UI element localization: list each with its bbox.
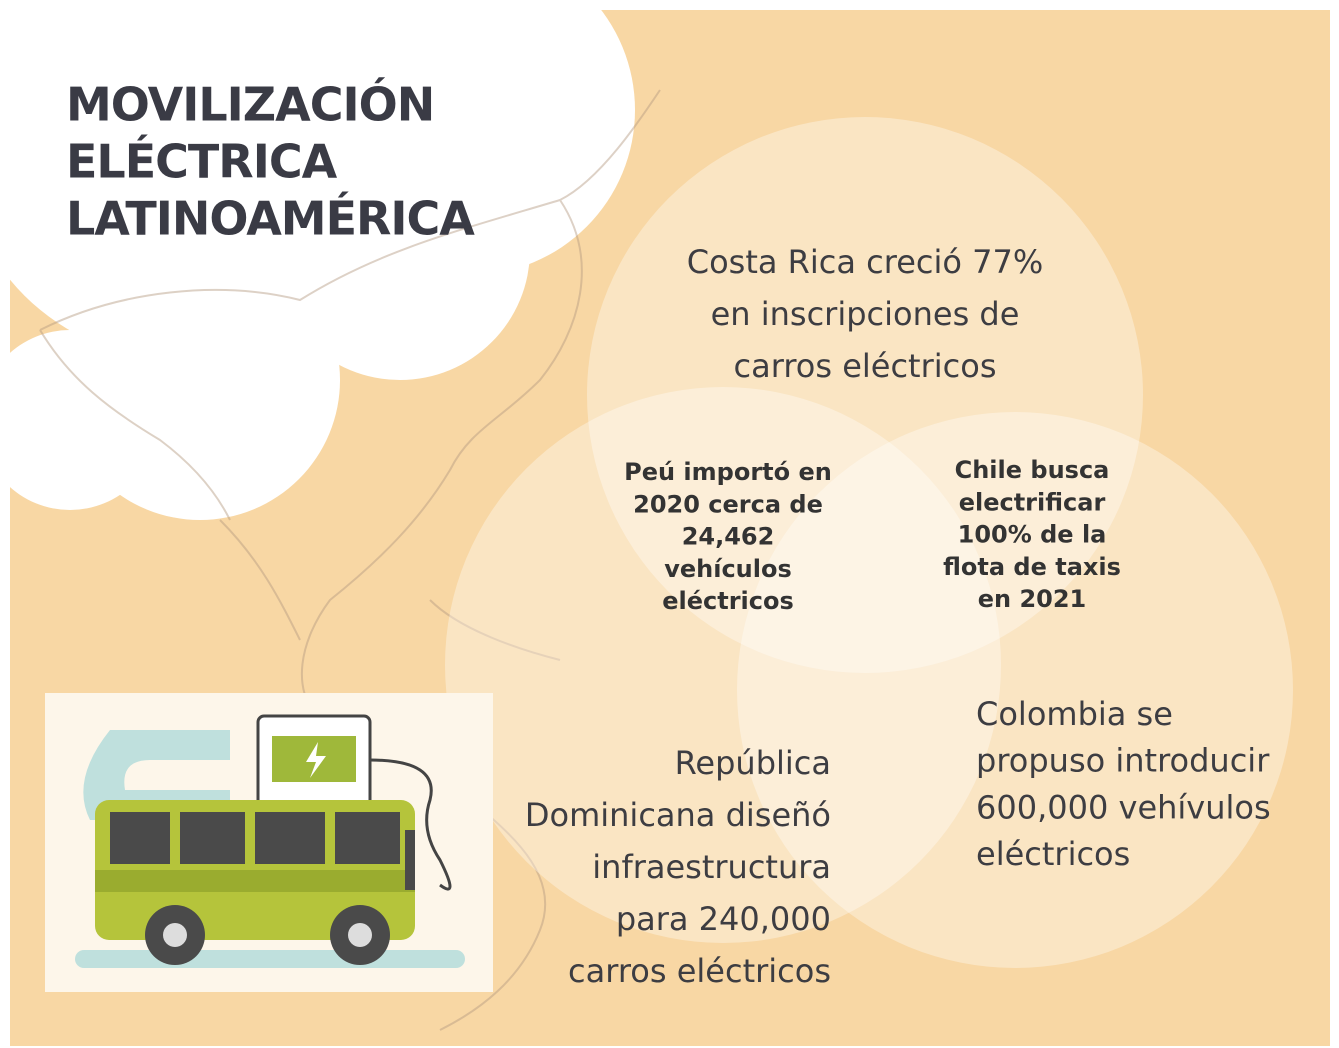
map-outline bbox=[39, 89, 661, 1031]
fact-line: electrificar bbox=[959, 488, 1106, 516]
fact-line: Dominicana diseñó bbox=[525, 796, 831, 834]
fact-line: infraestructura bbox=[592, 848, 831, 886]
fact-line: Colombia se bbox=[976, 695, 1173, 733]
fact-line: Costa Rica creció 77% bbox=[687, 243, 1044, 281]
circle bbox=[737, 412, 1293, 968]
cloud bbox=[0, 0, 635, 520]
title-line: MOVILIZACIÓN bbox=[66, 78, 434, 132]
fact-line: en inscripciones de bbox=[711, 295, 1020, 333]
title-line: ELÉCTRICA bbox=[66, 135, 338, 189]
fact-line: en 2021 bbox=[978, 585, 1087, 613]
title-line: LATINOAMÉRICA bbox=[66, 192, 475, 246]
fact-line: Peú importó en bbox=[624, 458, 832, 486]
fact-line: Chile busca bbox=[955, 456, 1110, 484]
fact-line: carros eléctricos bbox=[568, 952, 831, 990]
fact-line: carros eléctricos bbox=[734, 347, 997, 385]
venn bbox=[445, 117, 1293, 968]
fact-line: 600,000 vehívulos bbox=[976, 788, 1271, 826]
fact-line: eléctricos bbox=[662, 587, 794, 615]
fact-line: 24,462 bbox=[682, 523, 775, 551]
fact-line: República bbox=[675, 744, 831, 782]
fact-line: 100% de la bbox=[958, 521, 1107, 549]
fact-line: eléctricos bbox=[976, 835, 1130, 873]
circle bbox=[587, 117, 1143, 673]
fact-line: 2020 cerca de bbox=[633, 490, 823, 518]
fact-line: para 240,000 bbox=[616, 900, 831, 938]
bus-illustration bbox=[45, 693, 493, 992]
fact-line: flota de taxis bbox=[943, 553, 1121, 581]
fact-line: vehículos bbox=[664, 555, 792, 583]
fact-line: propuso introducir bbox=[976, 742, 1270, 780]
circle bbox=[445, 387, 1001, 943]
